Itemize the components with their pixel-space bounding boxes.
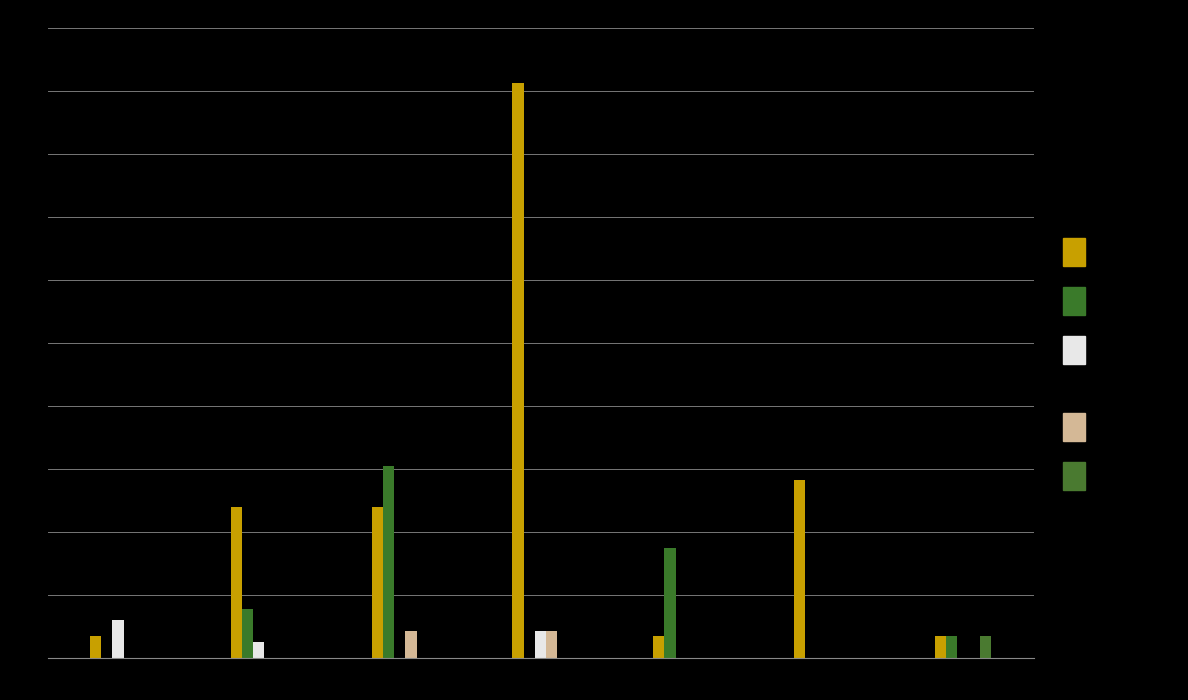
Bar <box>113 620 124 658</box>
Bar <box>935 636 946 658</box>
Bar <box>372 508 383 658</box>
Bar <box>405 631 417 658</box>
Bar <box>794 480 805 658</box>
Bar <box>980 636 991 658</box>
Bar <box>664 548 676 658</box>
Bar <box>383 466 394 658</box>
Bar <box>946 636 958 658</box>
Bar <box>546 631 557 658</box>
Bar <box>512 83 524 658</box>
Bar <box>535 631 546 658</box>
Bar <box>90 636 101 658</box>
Bar <box>253 642 265 658</box>
Bar <box>653 636 664 658</box>
Bar <box>242 609 253 658</box>
Bar <box>230 508 242 658</box>
